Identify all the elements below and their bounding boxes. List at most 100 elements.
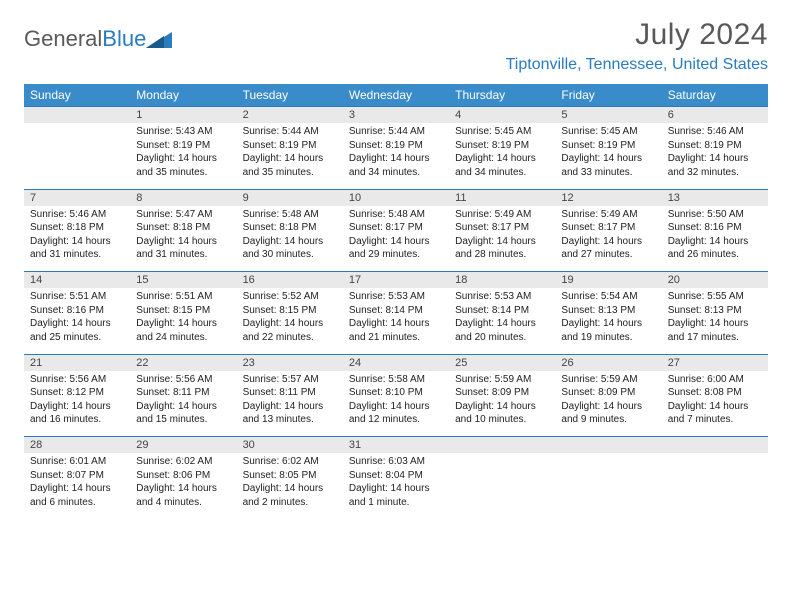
- day-content-row: Sunrise: 6:01 AMSunset: 8:07 PMDaylight:…: [24, 453, 768, 519]
- sunset-text: Sunset: 8:19 PM: [455, 139, 549, 153]
- day-cell-empty: [449, 453, 555, 519]
- sunrise-text: Sunrise: 5:56 AM: [30, 373, 124, 387]
- sunset-text: Sunset: 8:18 PM: [243, 221, 337, 235]
- day-number: 6: [662, 107, 768, 124]
- sunrise-text: Sunrise: 5:48 AM: [349, 208, 443, 222]
- sunrise-text: Sunrise: 6:02 AM: [136, 455, 230, 469]
- sunrise-text: Sunrise: 5:51 AM: [136, 290, 230, 304]
- logo: GeneralBlue: [24, 26, 172, 52]
- weekday-header: Tuesday: [237, 84, 343, 107]
- day-cell: Sunrise: 6:03 AMSunset: 8:04 PMDaylight:…: [343, 453, 449, 519]
- sunset-text: Sunset: 8:19 PM: [136, 139, 230, 153]
- day-cell: Sunrise: 5:53 AMSunset: 8:14 PMDaylight:…: [343, 288, 449, 354]
- sunset-text: Sunset: 8:14 PM: [455, 304, 549, 318]
- weekday-header: Saturday: [662, 84, 768, 107]
- day-number: 31: [343, 437, 449, 454]
- day-cell: Sunrise: 6:02 AMSunset: 8:05 PMDaylight:…: [237, 453, 343, 519]
- weekday-header-row: SundayMondayTuesdayWednesdayThursdayFrid…: [24, 84, 768, 107]
- sunset-text: Sunset: 8:05 PM: [243, 469, 337, 483]
- day-cell-empty: [555, 453, 661, 519]
- logo-word1: General: [24, 26, 102, 51]
- day-cell: Sunrise: 5:59 AMSunset: 8:09 PMDaylight:…: [449, 371, 555, 437]
- day-cell: Sunrise: 5:45 AMSunset: 8:19 PMDaylight:…: [449, 123, 555, 189]
- sunset-text: Sunset: 8:15 PM: [136, 304, 230, 318]
- day-number: 18: [449, 272, 555, 289]
- title-block: July 2024 Tiptonville, Tennessee, United…: [506, 18, 768, 74]
- weekday-header: Friday: [555, 84, 661, 107]
- day-number: 20: [662, 272, 768, 289]
- daylight-text: Daylight: 14 hours and 15 minutes.: [136, 400, 230, 427]
- day-number-empty: [24, 107, 130, 124]
- day-number: 30: [237, 437, 343, 454]
- day-number: 12: [555, 189, 661, 206]
- day-number: 23: [237, 354, 343, 371]
- daylight-text: Daylight: 14 hours and 30 minutes.: [243, 235, 337, 262]
- daylight-text: Daylight: 14 hours and 16 minutes.: [30, 400, 124, 427]
- sunset-text: Sunset: 8:17 PM: [349, 221, 443, 235]
- day-cell: Sunrise: 5:57 AMSunset: 8:11 PMDaylight:…: [237, 371, 343, 437]
- sunrise-text: Sunrise: 5:47 AM: [136, 208, 230, 222]
- daylight-text: Daylight: 14 hours and 31 minutes.: [136, 235, 230, 262]
- daylight-text: Daylight: 14 hours and 31 minutes.: [30, 235, 124, 262]
- day-cell: Sunrise: 5:46 AMSunset: 8:19 PMDaylight:…: [662, 123, 768, 189]
- day-cell: Sunrise: 5:43 AMSunset: 8:19 PMDaylight:…: [130, 123, 236, 189]
- month-title: July 2024: [506, 18, 768, 52]
- sunrise-text: Sunrise: 5:53 AM: [349, 290, 443, 304]
- daylight-text: Daylight: 14 hours and 29 minutes.: [349, 235, 443, 262]
- sunset-text: Sunset: 8:17 PM: [455, 221, 549, 235]
- daylight-text: Daylight: 14 hours and 21 minutes.: [349, 317, 443, 344]
- day-content-row: Sunrise: 5:51 AMSunset: 8:16 PMDaylight:…: [24, 288, 768, 354]
- day-number: 1: [130, 107, 236, 124]
- sunset-text: Sunset: 8:19 PM: [243, 139, 337, 153]
- sunset-text: Sunset: 8:18 PM: [136, 221, 230, 235]
- day-number: 9: [237, 189, 343, 206]
- sunrise-text: Sunrise: 5:58 AM: [349, 373, 443, 387]
- day-number: 16: [237, 272, 343, 289]
- day-number: 24: [343, 354, 449, 371]
- day-number: 10: [343, 189, 449, 206]
- daylight-text: Daylight: 14 hours and 12 minutes.: [349, 400, 443, 427]
- daylight-text: Daylight: 14 hours and 6 minutes.: [30, 482, 124, 509]
- daylight-text: Daylight: 14 hours and 20 minutes.: [455, 317, 549, 344]
- day-number: 7: [24, 189, 130, 206]
- day-cell: Sunrise: 5:53 AMSunset: 8:14 PMDaylight:…: [449, 288, 555, 354]
- sunrise-text: Sunrise: 5:57 AM: [243, 373, 337, 387]
- day-cell: Sunrise: 5:55 AMSunset: 8:13 PMDaylight:…: [662, 288, 768, 354]
- daylight-text: Daylight: 14 hours and 32 minutes.: [668, 152, 762, 179]
- day-number: 3: [343, 107, 449, 124]
- location: Tiptonville, Tennessee, United States: [506, 56, 768, 74]
- day-cell: Sunrise: 5:45 AMSunset: 8:19 PMDaylight:…: [555, 123, 661, 189]
- day-number: 2: [237, 107, 343, 124]
- day-cell: Sunrise: 5:56 AMSunset: 8:11 PMDaylight:…: [130, 371, 236, 437]
- sunrise-text: Sunrise: 5:49 AM: [561, 208, 655, 222]
- sunrise-text: Sunrise: 5:53 AM: [455, 290, 549, 304]
- day-number: 29: [130, 437, 236, 454]
- daylight-text: Daylight: 14 hours and 26 minutes.: [668, 235, 762, 262]
- sunset-text: Sunset: 8:06 PM: [136, 469, 230, 483]
- sunset-text: Sunset: 8:07 PM: [30, 469, 124, 483]
- sunrise-text: Sunrise: 5:50 AM: [668, 208, 762, 222]
- sunset-text: Sunset: 8:10 PM: [349, 386, 443, 400]
- day-cell: Sunrise: 5:50 AMSunset: 8:16 PMDaylight:…: [662, 206, 768, 272]
- weekday-header: Monday: [130, 84, 236, 107]
- day-number: 5: [555, 107, 661, 124]
- sunrise-text: Sunrise: 5:59 AM: [561, 373, 655, 387]
- sunset-text: Sunset: 8:16 PM: [668, 221, 762, 235]
- day-number-row: 14151617181920: [24, 272, 768, 289]
- day-cell: Sunrise: 5:44 AMSunset: 8:19 PMDaylight:…: [343, 123, 449, 189]
- weekday-header: Sunday: [24, 84, 130, 107]
- day-cell-empty: [24, 123, 130, 189]
- logo-text: GeneralBlue: [24, 26, 146, 52]
- day-number-row: 21222324252627: [24, 354, 768, 371]
- sunset-text: Sunset: 8:08 PM: [668, 386, 762, 400]
- daylight-text: Daylight: 14 hours and 17 minutes.: [668, 317, 762, 344]
- day-number: 17: [343, 272, 449, 289]
- daylight-text: Daylight: 14 hours and 9 minutes.: [561, 400, 655, 427]
- day-number: 4: [449, 107, 555, 124]
- day-cell: Sunrise: 5:49 AMSunset: 8:17 PMDaylight:…: [555, 206, 661, 272]
- sunrise-text: Sunrise: 5:44 AM: [349, 125, 443, 139]
- daylight-text: Daylight: 14 hours and 34 minutes.: [455, 152, 549, 179]
- sunrise-text: Sunrise: 5:51 AM: [30, 290, 124, 304]
- day-number-empty: [449, 437, 555, 454]
- day-number: 26: [555, 354, 661, 371]
